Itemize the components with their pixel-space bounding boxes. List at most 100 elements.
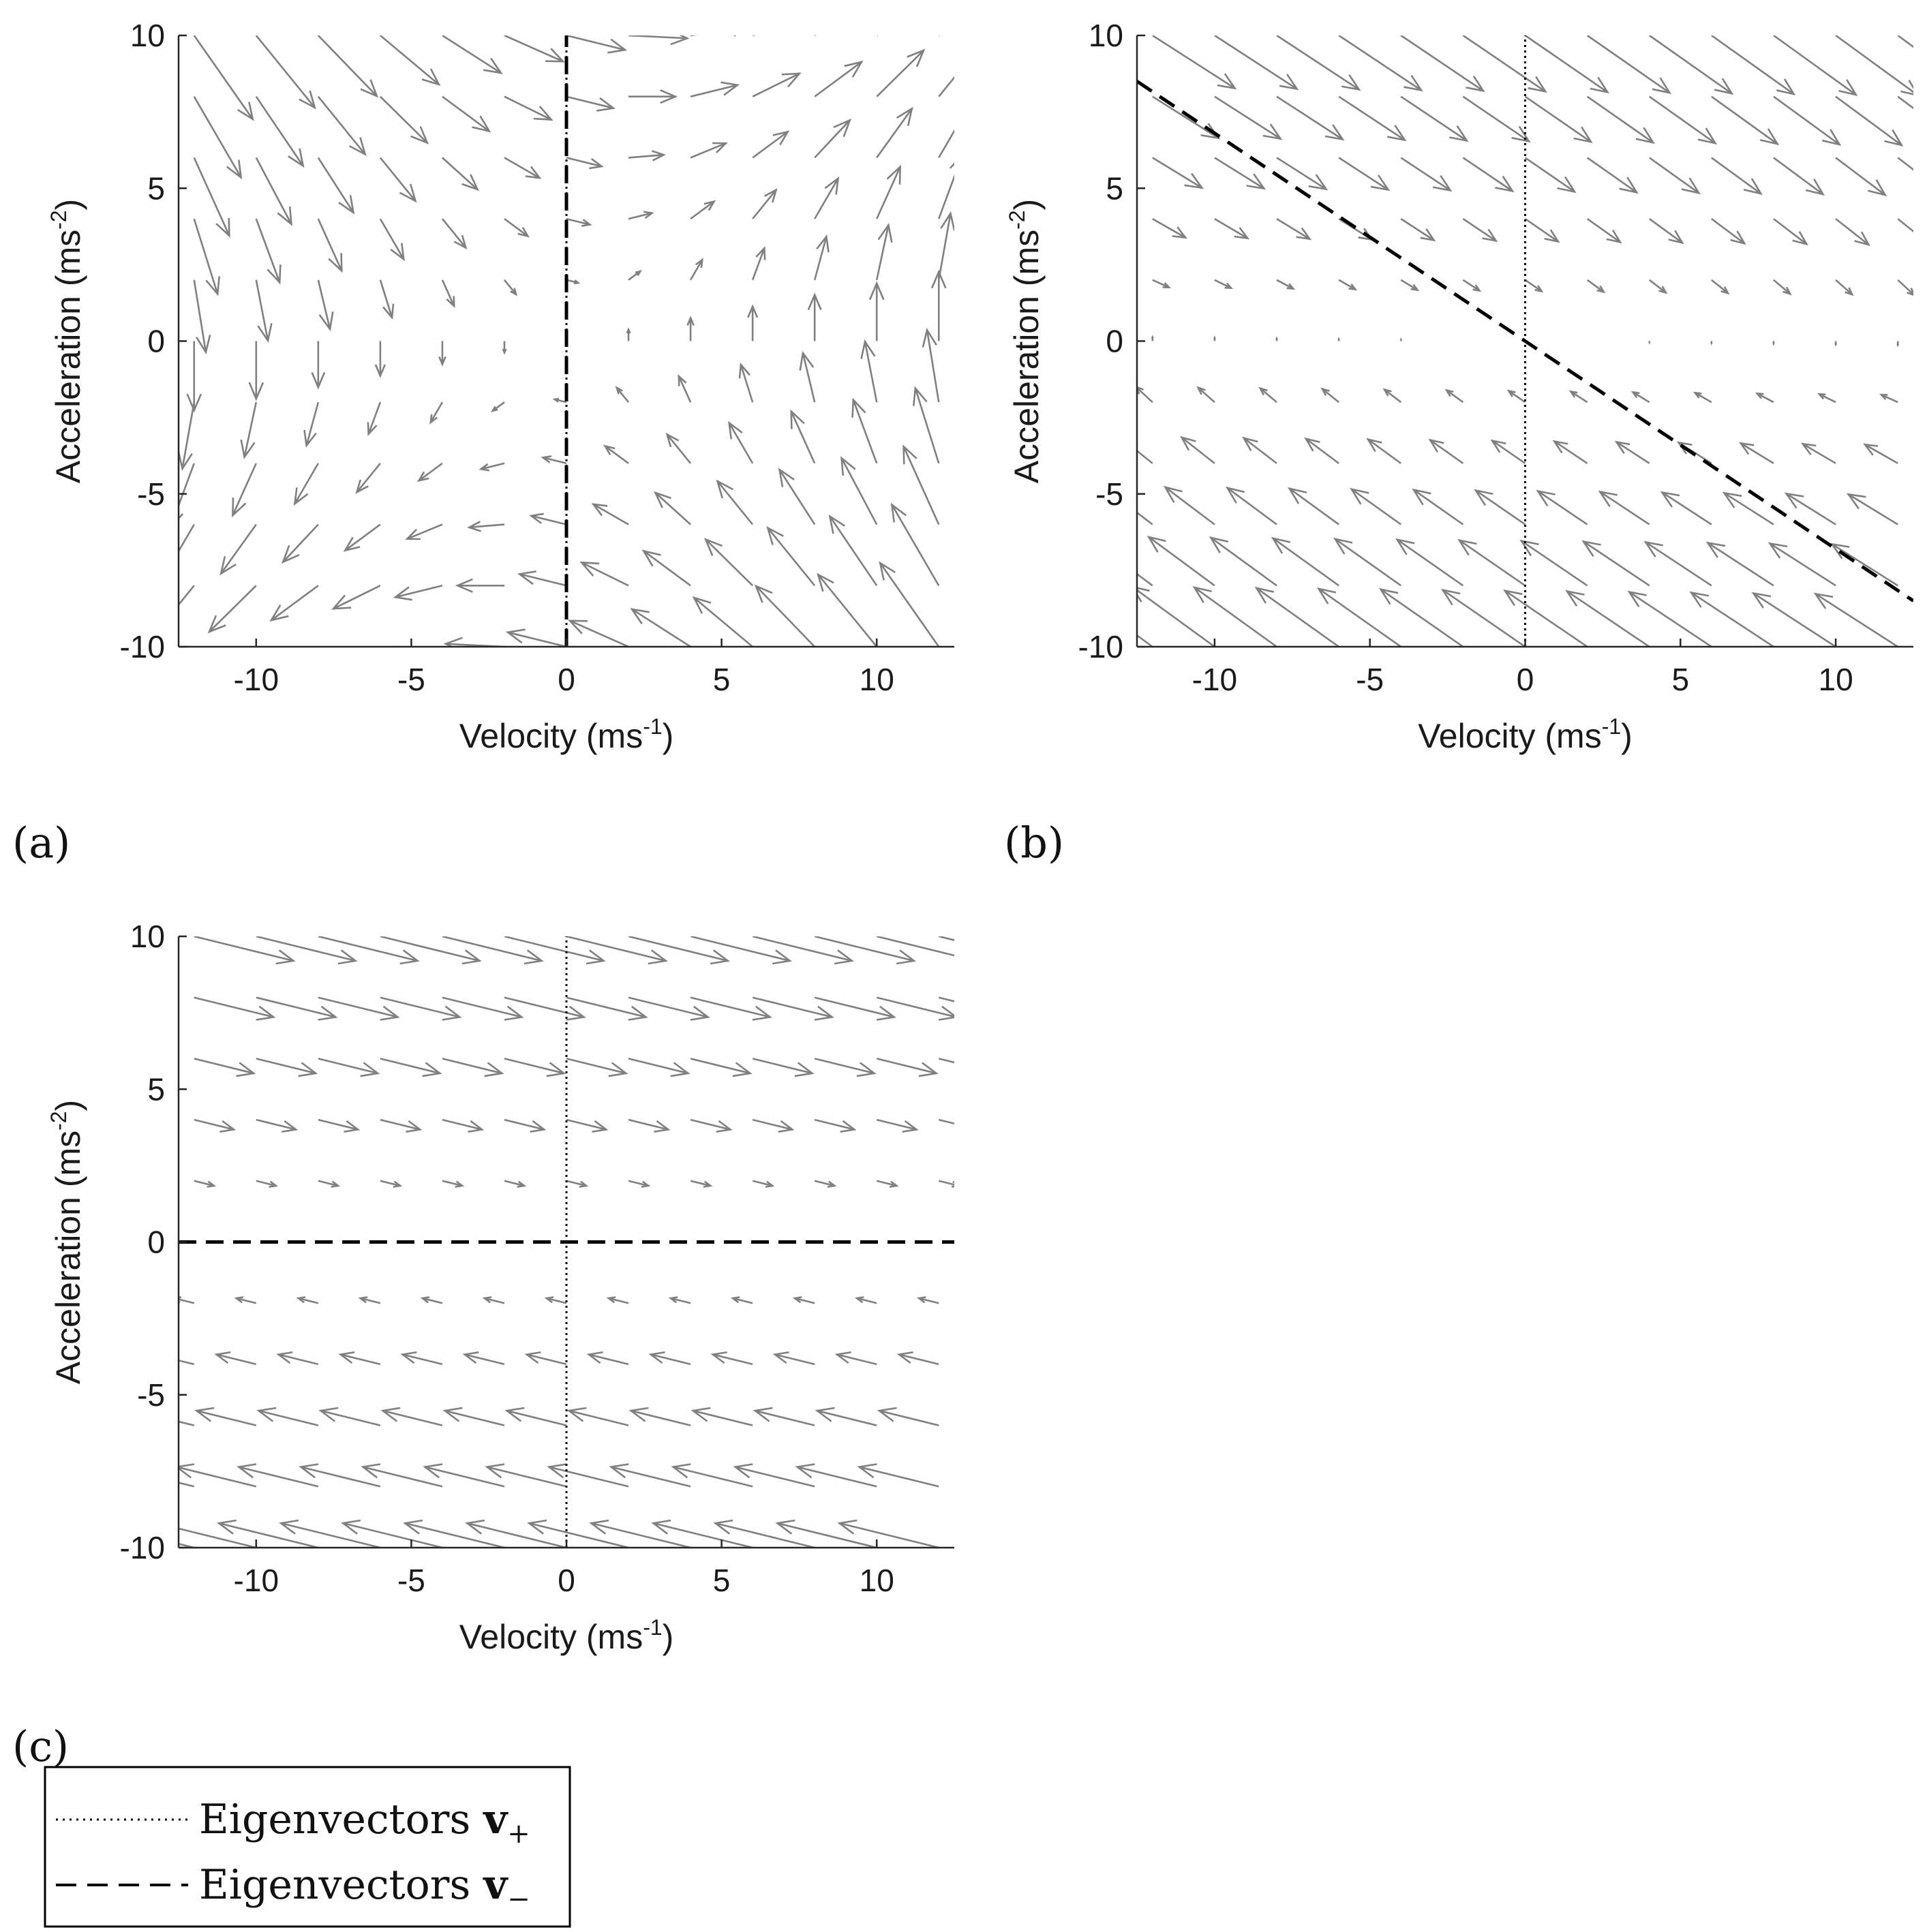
quiver-arrow: [641, 549, 691, 587]
quiver-arrow: [1598, 490, 1650, 525]
quiver-arrow: [1711, 218, 1746, 245]
x-axis-label: Velocity (ms-1): [459, 1615, 674, 1656]
y-tick-label: -5: [137, 1377, 165, 1413]
quiver-arrow: [194, 1118, 237, 1133]
quiver-arrow: [1711, 35, 1796, 96]
quiver-arrow: [628, 1118, 671, 1133]
quiver-arrow: [579, 561, 629, 587]
quiver-arrow: [193, 157, 230, 238]
x-tick-label: 10: [860, 662, 894, 697]
quiver-arrow: [1689, 591, 1774, 647]
quiver-arrow: [1276, 95, 1345, 141]
y-tick-label: -5: [137, 476, 165, 512]
quiver-arrow: [790, 409, 816, 464]
quiver-arrow: [691, 35, 737, 37]
quiver-arrow: [566, 936, 668, 965]
quiver-arrow: [1565, 589, 1650, 647]
quiver-arrow: [442, 35, 503, 74]
x-tick-label: 5: [1672, 662, 1690, 697]
quiver-arrow: [358, 1296, 381, 1304]
x-tick-label: -5: [1356, 662, 1384, 697]
quiver-arrow: [331, 585, 381, 610]
quiver-arrow: [690, 996, 772, 1021]
quiver-arrow: [876, 48, 926, 97]
quiver-arrow: [552, 397, 567, 403]
legend: Eigenvectors v+ Eigenvectors v−: [44, 1766, 571, 1928]
quiver-arrow: [237, 1463, 319, 1488]
quiver-arrow: [403, 1519, 505, 1548]
quiver-arrow: [628, 89, 678, 104]
quiver-arrow: [443, 637, 505, 647]
quiver-arrow: [379, 279, 395, 320]
quiver-arrow: [1316, 587, 1402, 647]
quiver-arrow: [1648, 218, 1684, 245]
quiver-arrow: [504, 996, 586, 1021]
quiver-arrow: [1378, 587, 1464, 647]
quiver-arrow: [902, 444, 940, 525]
quiver-arrow: [299, 1463, 381, 1488]
quiver-arrow: [938, 129, 954, 159]
quiver-arrow: [1648, 341, 1651, 345]
quiver-arrow: [361, 1463, 443, 1488]
quiver-arrow: [442, 95, 491, 133]
quiver-arrow: [1400, 218, 1436, 242]
quiver-arrow: [1524, 157, 1577, 194]
quiver-arrow: [1214, 95, 1283, 140]
quiver-arrow: [380, 35, 441, 87]
quiver-arrow: [938, 936, 954, 941]
quiver-arrow: [504, 936, 606, 965]
quiver-arrow: [1879, 393, 1898, 403]
quiver-arrow: [256, 1058, 318, 1077]
quiver-arrow: [1320, 387, 1339, 403]
quiver-arrow: [1179, 435, 1215, 464]
quiver-arrow: [1152, 157, 1204, 189]
quiver-arrow: [738, 362, 754, 403]
quiver-arrow: [668, 1296, 691, 1304]
quiver-arrow: [547, 1463, 629, 1488]
quiver-arrow: [1412, 488, 1464, 525]
quiver-arrow: [628, 211, 654, 220]
quiver-arrow: [1660, 491, 1712, 525]
quiver-arrow: [529, 512, 567, 525]
y-tick-label: -10: [1078, 629, 1123, 664]
quiver-arrow: [429, 401, 444, 425]
quiver-arrow: [754, 584, 816, 647]
quiver-arrow: [1896, 341, 1900, 348]
quiver-arrow: [380, 1407, 443, 1426]
quiver-arrow: [814, 1118, 857, 1133]
quiver-arrow: [854, 1296, 877, 1304]
quiver-arrow: [875, 223, 893, 281]
y-tick-label: 10: [130, 919, 165, 954]
quiver-arrow: [194, 996, 276, 1021]
y-tick-label: -5: [1095, 476, 1123, 512]
quiver-arrow: [405, 523, 443, 540]
quiver-arrow: [207, 585, 257, 634]
quiver-arrow: [1258, 386, 1277, 403]
quiver-arrow: [938, 76, 954, 97]
quiver-arrow: [1214, 279, 1234, 290]
quiver-arrow: [713, 1519, 815, 1548]
quiver-arrow: [455, 578, 504, 593]
quiver-arrow: [752, 936, 855, 965]
quiver-arrow: [467, 521, 505, 532]
quiver-arrow: [591, 503, 629, 525]
quiver-arrow: [792, 1296, 815, 1304]
quiver-arrow: [566, 1180, 589, 1188]
quiver-arrow: [1163, 485, 1215, 525]
quiver-arrow: [1773, 95, 1842, 147]
quiver-arrow: [795, 1463, 877, 1488]
quiver-arrow: [517, 570, 567, 587]
quiver-arrow: [318, 1407, 381, 1426]
y-tick-label: -10: [120, 1530, 165, 1565]
quiver-arrow: [1773, 279, 1792, 296]
y-tick-label: 0: [1106, 324, 1123, 359]
quiver-arrow: [214, 1351, 257, 1366]
quiver-arrow: [690, 81, 740, 97]
quiver-arrow: [1773, 35, 1858, 96]
quiver-arrow: [179, 463, 195, 520]
quiver-arrow: [1276, 157, 1329, 191]
quiver-arrow: [1897, 218, 1913, 233]
quiver-arrow: [278, 1519, 381, 1548]
quiver-arrow: [775, 1519, 877, 1548]
x-tick-label: 5: [713, 662, 731, 697]
